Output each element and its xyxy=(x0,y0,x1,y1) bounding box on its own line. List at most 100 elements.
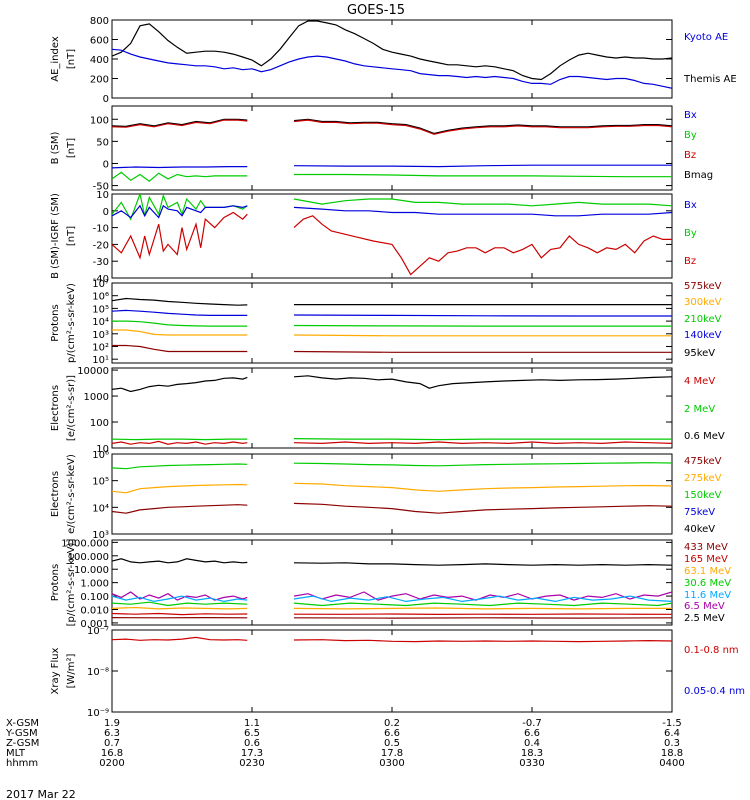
series-line-300kev xyxy=(293,334,672,337)
orbit-value: 16.8 xyxy=(101,748,123,759)
series-line-275kev xyxy=(293,482,672,492)
y-tick-label: 10⁻⁸ xyxy=(87,667,109,678)
series-line-300kev xyxy=(112,329,248,336)
legend-entry: Bmag xyxy=(684,170,713,181)
series-line-30-6-mev xyxy=(112,601,248,607)
y-tick-label: 0.001 xyxy=(80,619,109,630)
legend-entry: Bz xyxy=(684,150,696,161)
orbit-row-label: Y-GSM xyxy=(5,728,38,739)
series-line-bx xyxy=(293,206,672,217)
legend-entry: 0.05-0.4 nm xyxy=(684,686,745,697)
orbit-value: 6.5 xyxy=(244,728,260,739)
series-line-by xyxy=(294,173,672,178)
panel-bsm: -50 0 50 100 B (SM) [nT] Bx By Bz Bmag xyxy=(50,105,713,193)
series-line-2-5-mev xyxy=(293,562,672,566)
y-tick-label: 600 xyxy=(90,36,109,47)
y-axis-units: [nT] xyxy=(66,138,77,158)
orbit-value: 6.6 xyxy=(384,728,400,739)
legend-entry: 6.5 MeV xyxy=(684,601,725,612)
y-axis-units: [p/(cm²-s-sr-keV)] xyxy=(66,539,77,627)
orbit-value: 6.3 xyxy=(104,728,120,739)
y-tick-label: 0 xyxy=(103,159,109,170)
y-tick-label: 10⁷ xyxy=(92,279,109,290)
y-axis-label: Xray Flux xyxy=(50,647,61,694)
series-line-575kev xyxy=(112,344,248,353)
legend-entry: 300keV xyxy=(684,297,722,308)
orbit-value: 0.6 xyxy=(244,738,260,749)
series-line-63-1-mev xyxy=(112,606,248,610)
orbit-value: 0300 xyxy=(379,758,404,769)
y-tick-label: -50 xyxy=(93,182,109,193)
y-axis-label: Protons xyxy=(50,564,61,601)
y-tick-label: 0 xyxy=(103,94,109,105)
y-tick-label: 10⁴ xyxy=(92,317,109,328)
y-tick-label: -10 xyxy=(93,224,109,235)
legend-entry: 63.1 MeV xyxy=(684,566,731,577)
y-tick-label: 10.000 xyxy=(74,565,109,576)
series-line-bx xyxy=(293,164,672,168)
series-line-4-mev xyxy=(293,441,672,445)
series-line-4-mev xyxy=(112,440,248,445)
date-label: 2017 Mar 22 xyxy=(6,788,76,800)
series-line-150kev xyxy=(293,462,672,467)
panel-electrons_mev: 10 100 1000 10000 Electrons [e/(cm²-s-sr)] 4 M… xyxy=(50,366,725,455)
legend-entry: By xyxy=(684,130,697,141)
panel-protons_mev: 0.001 0.010 0.100 1.000 10.000 100.000 1000.00… xyxy=(50,538,731,630)
series-line-63-1-mev xyxy=(293,607,672,610)
orbit-value: 18.8 xyxy=(661,748,683,759)
series-line-bz xyxy=(293,119,672,135)
legend-entry: 0.6 MeV xyxy=(684,431,725,442)
series-line-140kev xyxy=(293,314,672,317)
series-line-by xyxy=(293,198,672,207)
orbit-row-label: X-GSM xyxy=(6,718,39,729)
legend-entry: Bz xyxy=(684,256,696,267)
legend-entry: 0.1-0.8 nm xyxy=(684,645,739,656)
y-axis-units: [W/m²] xyxy=(66,653,77,688)
y-axis-label: B (SM) xyxy=(50,131,61,164)
series-line-themis-ae xyxy=(112,20,672,81)
y-tick-label: 10¹ xyxy=(92,355,109,366)
orbit-value: 0.7 xyxy=(104,738,120,749)
y-tick-label: 10 xyxy=(96,444,109,455)
series-line-kyoto-ae xyxy=(112,48,672,89)
legend-entry: By xyxy=(684,228,697,239)
panel-frame xyxy=(111,453,673,535)
orbit-value: 0.5 xyxy=(384,738,400,749)
panel-electrons_kev: 10³ 10⁴ 10⁵ 10⁶ Electrons e/(cm²-s-sr-keV) 475… xyxy=(50,450,722,541)
series-line-475kev xyxy=(112,504,248,514)
y-tick-label: 1.000 xyxy=(80,579,109,590)
legend-entry: Themis AE xyxy=(683,74,737,85)
y-tick-label: -30 xyxy=(93,257,109,268)
orbit-row-label: Z-GSM xyxy=(6,738,39,749)
y-tick-label: 400 xyxy=(90,55,109,66)
y-axis-label: Electrons xyxy=(50,385,61,431)
panels: 0 200 400 600 800 AE_index [nT] Kyoto AE Themis … xyxy=(50,16,745,719)
legend-entry: 140keV xyxy=(684,330,722,341)
orbit-value: 17.8 xyxy=(381,748,403,759)
legend-entry: 75keV xyxy=(684,507,715,518)
y-tick-label: 10³ xyxy=(92,330,109,341)
y-tick-label: 100.000 xyxy=(68,552,109,563)
time-axis: X-GSM 1.9 1.1 0.2 -0.7 -1.5 Y-GSM 6.3 6.5 6.6 6.6 6… xyxy=(5,718,685,769)
legend-entry: 210keV xyxy=(684,314,722,325)
y-tick-label: 1000 xyxy=(84,392,109,403)
y-tick-label: 100 xyxy=(90,418,109,429)
series-line-0-6-mev xyxy=(293,375,672,389)
legend-entry: 40keV xyxy=(684,524,715,535)
series-line-11-6-mev xyxy=(293,595,672,603)
y-axis-label: Protons xyxy=(50,304,61,341)
series-line-210kev xyxy=(112,320,248,327)
legend-entry: 30.6 MeV xyxy=(684,578,731,589)
legend-entry: 95keV xyxy=(684,348,715,359)
series-line-bx xyxy=(112,166,248,169)
series-line-2-mev xyxy=(293,438,672,441)
orbit-value: -1.5 xyxy=(662,718,682,729)
panel-ae: 0 200 400 600 800 AE_index [nT] Kyoto AE Themis … xyxy=(50,16,737,105)
legend-entry: 275keV xyxy=(684,473,722,484)
y-tick-label: 10² xyxy=(92,342,109,353)
panel-frame xyxy=(111,105,673,191)
y-tick-label: 0 xyxy=(103,207,109,218)
orbit-value: 1.9 xyxy=(104,718,120,729)
